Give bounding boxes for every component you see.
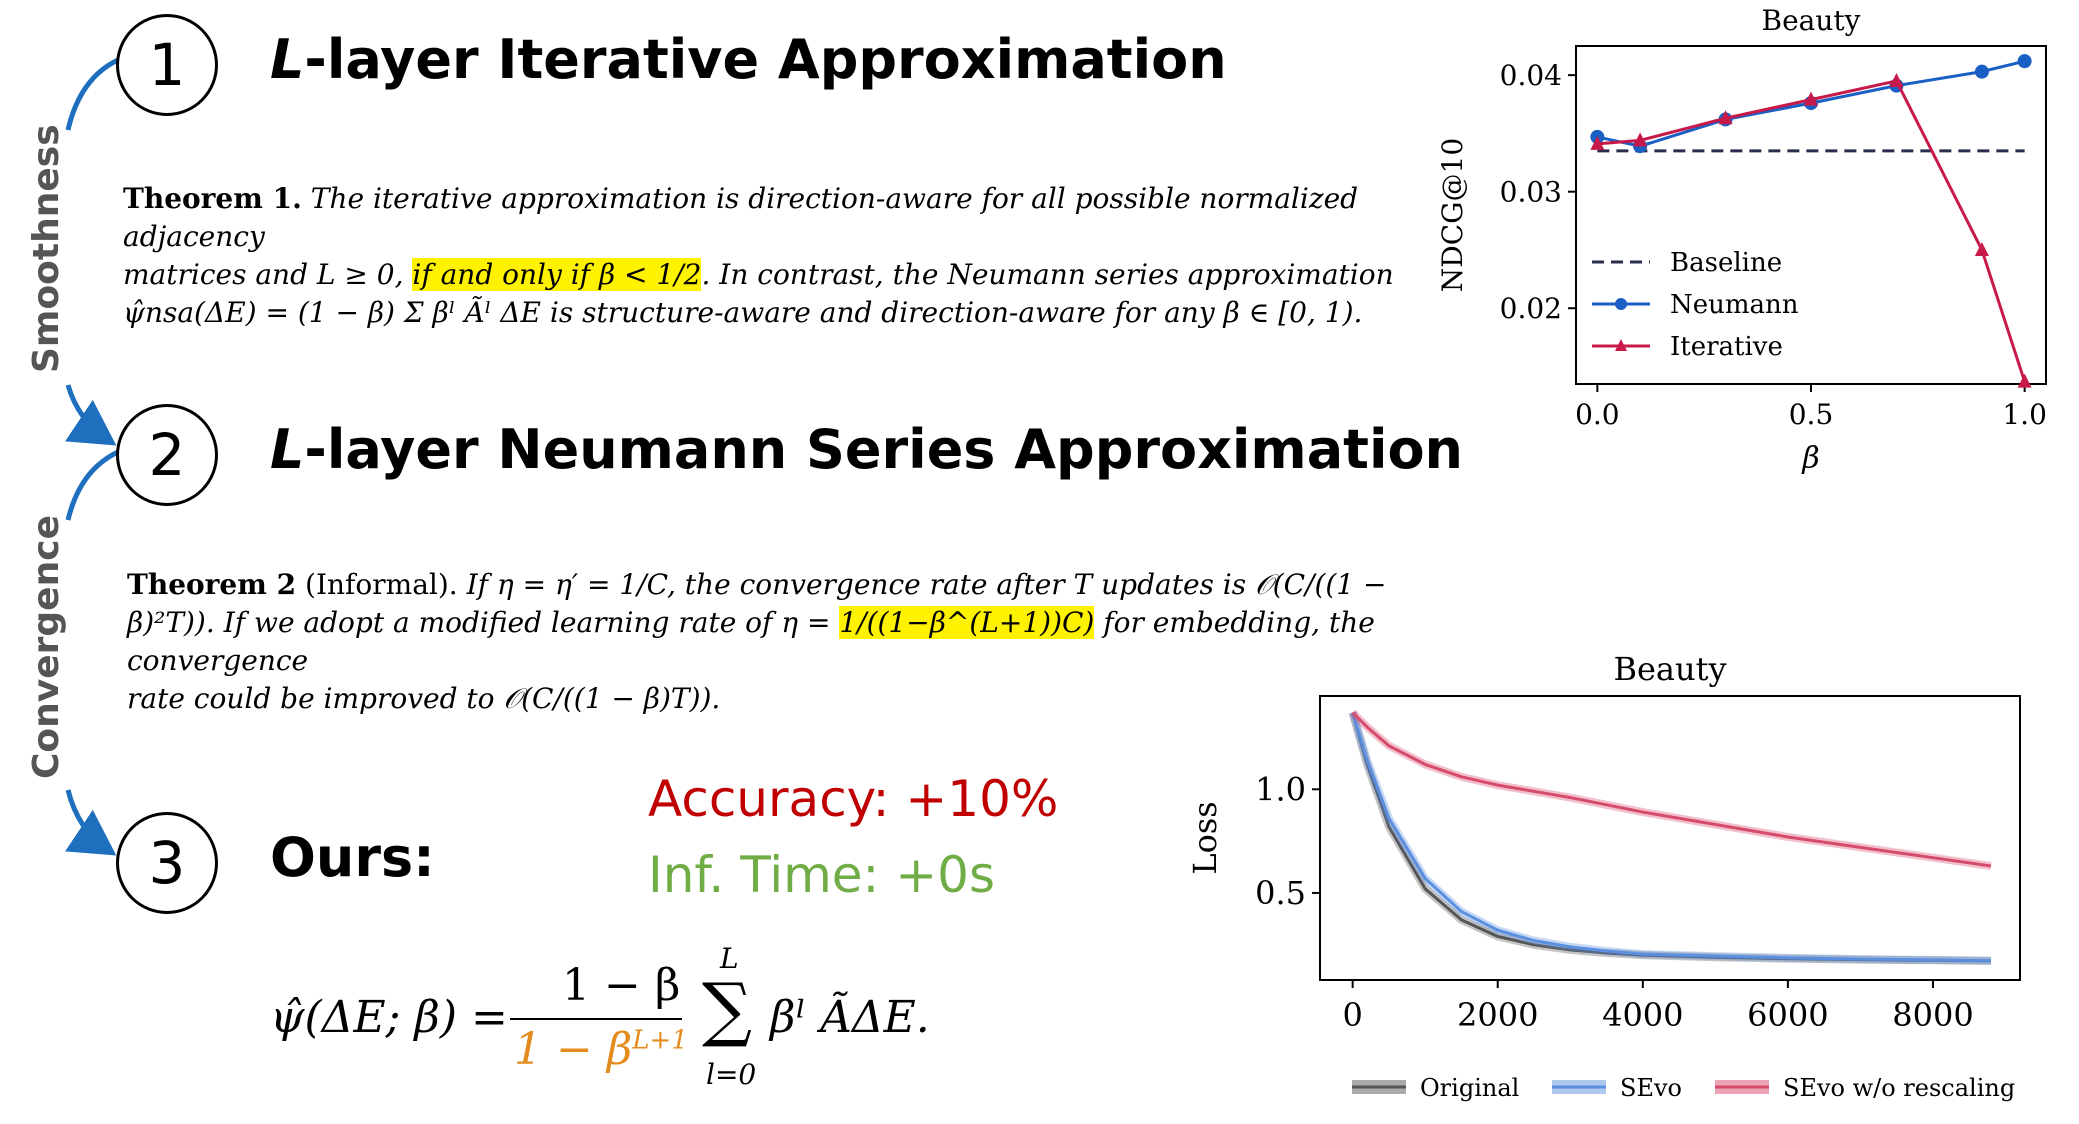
- y-tick-label: 1.0: [1255, 770, 1306, 808]
- series-line-sevo: [1351, 712, 1992, 963]
- formula-denominator-base: 1 − β: [514, 1024, 633, 1075]
- series-band-original: [1348, 711, 1992, 965]
- theorem-2-qualifier: (Informal).: [305, 568, 458, 601]
- accuracy-gain: Accuracy: +10%: [648, 770, 1059, 828]
- arrow-smoothness-start: [65, 57, 120, 131]
- y-tick-label: 0.03: [1500, 176, 1562, 209]
- y-tick-label: 0.04: [1500, 59, 1562, 92]
- x-tick-label: 6000: [1747, 996, 1828, 1034]
- formula-rhs: βˡ ÃΔE.: [770, 992, 930, 1043]
- series-line-sevo-w-o-rescaling: [1351, 711, 1992, 868]
- formula-denominator-exp: L+1: [632, 1025, 688, 1056]
- chart-title: Beauty: [1613, 650, 1726, 688]
- data-point-iterative: [1633, 132, 1648, 147]
- step-1-circle: 1: [116, 14, 218, 116]
- formula-numerator: 1 − β: [562, 960, 681, 1011]
- theorem-1: Theorem 1. The iterative approximation i…: [123, 180, 1423, 332]
- theorem-1-name: Theorem 1.: [123, 182, 302, 215]
- x-axis-label: β: [1801, 441, 1819, 476]
- data-point-iterative: [1718, 110, 1733, 125]
- data-point-iterative: [1804, 91, 1818, 106]
- step-1-number: 1: [148, 31, 186, 99]
- theorem-1-highlight: if and only if β < 1/2: [412, 258, 702, 291]
- arrow-convergence-end: [65, 789, 117, 856]
- series-line-original: [1351, 712, 1992, 963]
- y-tick-label: 0.5: [1255, 874, 1306, 912]
- plot-frame: [1319, 695, 2021, 981]
- theorem-1-line2-pre: matrices and L ≥ 0,: [123, 258, 413, 291]
- step-2-circle: 2: [116, 404, 218, 506]
- step-1-title-var: L: [270, 28, 305, 91]
- formula-sum-top: L: [720, 942, 739, 975]
- data-point-iterative: [1974, 241, 1989, 256]
- legend-label: Original: [1420, 1074, 1519, 1102]
- smoothness-label: Smoothness: [26, 124, 67, 373]
- x-tick-label: 1.0: [2002, 398, 2047, 431]
- theorem-2-highlight: 1/((1−β^(L+1))C): [839, 606, 1095, 639]
- x-tick-label: 2000: [1457, 996, 1538, 1034]
- step-2-title: L-layer Neumann Series Approximation: [270, 418, 1463, 481]
- data-point-iterative: [1590, 135, 1605, 150]
- x-tick-label: 8000: [1892, 996, 1973, 1034]
- legend-marker: [1615, 298, 1627, 310]
- step-3-circle: 3: [116, 812, 218, 914]
- formula-denominator: 1 − βL+1: [514, 1024, 688, 1075]
- convergence-label: Convergence: [26, 515, 67, 779]
- theorem-2: Theorem 2 (Informal). If η = η′ = 1/C, t…: [127, 566, 1447, 718]
- x-tick-label: 0.5: [1789, 398, 1834, 431]
- formula-sum-bottom: l=0: [706, 1058, 757, 1091]
- step-3-number: 3: [148, 829, 186, 897]
- legend-label: Iterative: [1670, 332, 1783, 362]
- ndcg-chart: Beauty 0.0 0.5 1.0 0.02 0.03 0.04 β NDCG@10 Basel…: [1440, 4, 2047, 476]
- data-point-neumann: [2017, 54, 2032, 69]
- inference-time: Inf. Time: +0s: [648, 846, 996, 904]
- step-3-title: Ours:: [270, 826, 435, 889]
- series-band-sevo-w-o-rescaling: [1349, 709, 1992, 870]
- arrow-convergence-start: [65, 449, 120, 521]
- y-axis-label: Loss: [1186, 801, 1224, 874]
- legend-label: Neumann: [1670, 290, 1799, 320]
- formula-sum-symbol: ∑: [702, 968, 752, 1050]
- legend-label: SEvo w/o rescaling: [1783, 1074, 2015, 1102]
- theorem-1-line1: The iterative approximation is direction…: [123, 182, 1359, 253]
- x-tick-label: 4000: [1602, 996, 1683, 1034]
- theorem-2-line3: rate could be improved to 𝒪(C/((1 − β)T)…: [127, 682, 721, 715]
- loss-chart: Beauty 0 2000 4000 6000 8000 0.5 1.0 Loss Origina…: [1186, 650, 2021, 1102]
- theorem-2-line2-post: for embedding, the convergence: [127, 606, 1375, 677]
- step-1-title-rest: -layer Iterative Approximation: [304, 28, 1227, 91]
- legend-marker: [1615, 339, 1627, 351]
- formula-lhs: ψ̂(ΔE; β) =: [270, 992, 508, 1043]
- series-band-sevo: [1348, 711, 1992, 965]
- arrow-smoothness-end: [65, 384, 117, 446]
- fraction-bar: [510, 1018, 682, 1020]
- data-point-iterative: [1889, 72, 1904, 87]
- series-line-iterative: [1597, 79, 2027, 383]
- data-point-neumann: [1974, 64, 1989, 79]
- theorem-2-line2-pre: β)²T)). If we adopt a modified learning …: [127, 606, 840, 639]
- data-point-iterative: [2017, 373, 2032, 388]
- ours-formula: ψ̂(ΔE; β) = 1 − β 1 − βL+1 L ∑ l=0 βˡ ÃΔ…: [270, 942, 950, 1091]
- flow-arrows: [65, 57, 120, 856]
- step-1-title: L-layer Iterative Approximation: [270, 28, 1227, 91]
- theorem-1-line3: ψ̂nsa(ΔE) = (1 − β) Σ βˡ Ãˡ ΔE is struct…: [123, 296, 1363, 329]
- legend-label: SEvo: [1620, 1074, 1682, 1102]
- y-axis-label: NDCG@10: [1440, 138, 1469, 292]
- x-tick-label: 0.0: [1575, 398, 1620, 431]
- step-2-title-var: L: [270, 418, 305, 481]
- theorem-2-line1: If η = η′ = 1/C, the convergence rate af…: [466, 568, 1387, 601]
- legend-label: Baseline: [1670, 248, 1782, 278]
- step-2-title-rest: -layer Neumann Series Approximation: [304, 418, 1463, 481]
- x-tick-label: 0: [1342, 996, 1362, 1034]
- theorem-2-name: Theorem 2: [127, 568, 297, 601]
- y-tick-label: 0.02: [1500, 292, 1562, 325]
- chart-title: Beauty: [1762, 4, 1861, 37]
- step-2-number: 2: [148, 421, 186, 489]
- theorem-1-line2-post: . In contrast, the Neumann series approx…: [701, 258, 1394, 291]
